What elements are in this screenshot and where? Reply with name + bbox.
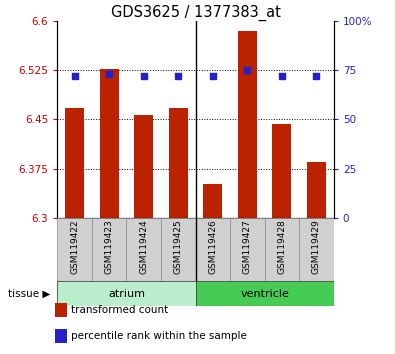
Point (279, 73, 285, 79)
Text: GSM119425: GSM119425 (174, 219, 183, 274)
Text: GSM119427: GSM119427 (243, 219, 252, 274)
Bar (92, 218, 126, 281)
Text: GSM119426: GSM119426 (208, 219, 217, 274)
Text: percentile rank within the sample: percentile rank within the sample (71, 331, 247, 341)
Text: ventricle: ventricle (240, 289, 289, 299)
Text: GSM119429: GSM119429 (312, 219, 321, 274)
Bar (169, 108, 188, 218)
Bar (307, 162, 326, 218)
Text: GSM119422: GSM119422 (70, 219, 79, 274)
Bar (126, 218, 161, 281)
Bar (65, 108, 84, 218)
Bar (203, 184, 222, 218)
Text: GSM119428: GSM119428 (277, 219, 286, 274)
Bar (57, 218, 92, 281)
Bar (230, 218, 265, 281)
Bar (100, 69, 118, 218)
Text: atrium: atrium (108, 289, 145, 299)
Bar (161, 218, 196, 281)
Bar (134, 115, 153, 218)
Bar (265, 218, 299, 281)
Point (210, 73, 216, 79)
Text: tissue ▶: tissue ▶ (8, 289, 50, 299)
Bar (57, 281, 196, 306)
Point (71, 73, 78, 79)
Text: GSM119423: GSM119423 (105, 219, 114, 274)
Point (106, 72, 112, 77)
Bar (273, 124, 292, 218)
Bar (299, 218, 334, 281)
Bar (238, 31, 257, 218)
Bar (196, 218, 230, 281)
Title: GDS3625 / 1377383_at: GDS3625 / 1377383_at (111, 5, 280, 21)
Text: GSM119424: GSM119424 (139, 219, 148, 274)
Point (175, 73, 181, 79)
Point (244, 68, 250, 73)
Point (313, 73, 320, 79)
Text: transformed count: transformed count (71, 305, 168, 315)
Bar (196, 281, 334, 306)
Point (141, 73, 147, 79)
